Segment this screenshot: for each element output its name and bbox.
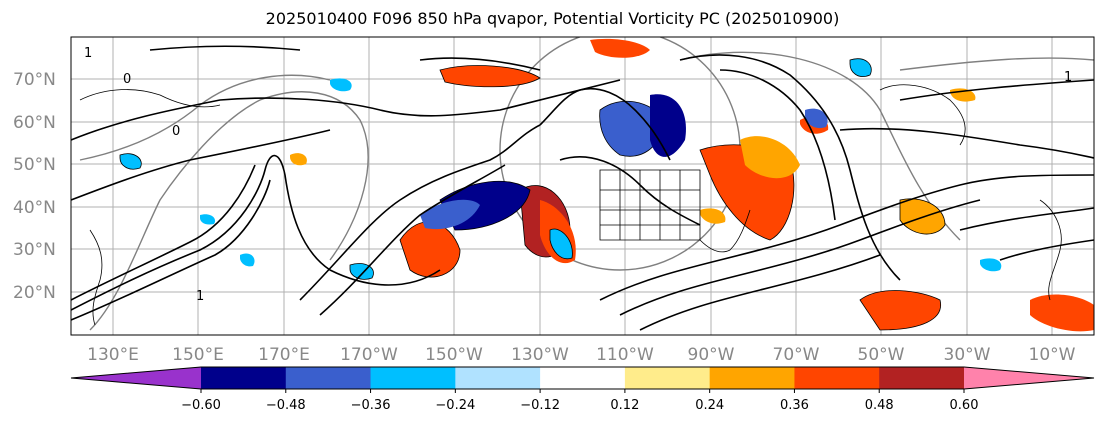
colorbar-segment [879,367,965,389]
lon-label: 50°W [858,345,905,365]
lon-label: 170°W [340,345,398,365]
lon-label: 90°W [688,345,735,365]
colorbar-segment [624,367,711,389]
lon-label: 150°W [425,345,483,365]
coastlines [79,84,1062,326]
colorbar-extend-min [71,367,201,389]
contour-label: 1 [196,289,204,304]
lat-label-30: 30°N [13,240,56,260]
map-panel: 1 0 0 1 1 [71,37,1094,335]
colorbar-tick-label: 0.60 [950,398,979,413]
lat-labels: 70°N 60°N 50°N 40°N 30°N 20°N [13,70,56,303]
colorbar-tick-label: 0.36 [780,398,809,413]
lat-label-20: 20°N [13,283,56,303]
lon-labels: 130°E 150°E 170°E 170°W 150°W 130°W 110°… [87,345,1076,365]
lon-label: 150°E [172,345,224,365]
contour-label: 1 [84,46,92,61]
colorbar-segment [370,367,456,389]
colorbar-tick-label: −0.12 [520,398,560,413]
lat-label-40: 40°N [13,198,56,218]
colorbar-tick-label: 0.12 [610,398,639,413]
map-title: 2025010400 F096 850 hPa qvapor, Potentia… [265,9,840,28]
colorbar-tick-label: −0.24 [435,398,475,413]
lon-label: 10°W [1029,345,1076,365]
colorbar-extend-max [964,367,1094,389]
lat-label-60: 60°N [13,113,56,133]
contour-label: 0 [172,124,180,139]
colorbar-tick-label: 0.24 [695,398,724,413]
colorbar: −0.60 −0.48 −0.36 −0.24 −0.12 0.12 0.24 0.36 0.4… [70,366,1095,413]
colorbar-segment [540,367,626,389]
colorbar-segment [709,367,795,389]
contour-label: 0 [123,72,131,87]
colorbar-tick-label: −0.60 [181,398,221,413]
colorbar-segment [455,367,541,389]
lon-label: 130°W [511,345,569,365]
lat-label-70: 70°N [13,70,56,90]
colorbar-segment [201,367,287,389]
colorbar-tick-label: −0.48 [266,398,306,413]
colorbar-tick-label: −0.36 [351,398,391,413]
colorbar-tick-label: 0.48 [865,398,894,413]
lat-label-50: 50°N [13,155,56,175]
colorbar-segment [794,367,880,389]
pv-contours [71,45,1094,331]
lon-label: 130°E [87,345,139,365]
contour-label: 1 [1064,70,1072,85]
map-frame [70,36,1095,336]
negative-anomalies [119,58,1002,280]
lon-label: 70°W [773,345,820,365]
lon-label: 170°E [258,345,310,365]
lon-label: 110°W [596,345,654,365]
lon-label: 30°W [944,345,991,365]
colorbar-segment [285,367,372,389]
